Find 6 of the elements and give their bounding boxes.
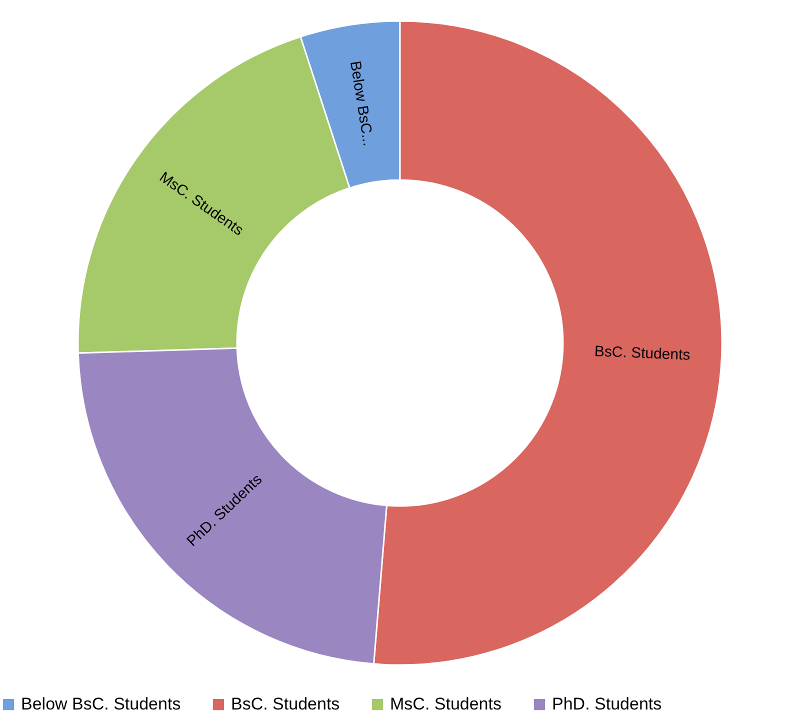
text: Below BsC... xyxy=(346,60,377,148)
legend-label: Below BsC. Students xyxy=(21,694,181,713)
legend-label: MsC. Students xyxy=(390,694,502,713)
text: BsC. Students xyxy=(594,342,691,364)
legend-label: BsC. Students xyxy=(231,694,340,713)
legend-label: PhD. Students xyxy=(552,694,662,713)
